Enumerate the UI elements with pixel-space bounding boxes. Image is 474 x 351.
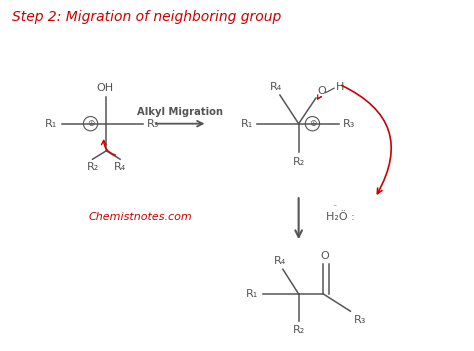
Text: R₂: R₂ xyxy=(292,325,305,335)
Text: ¨: ¨ xyxy=(332,205,337,214)
Text: Step 2: Migration of neighboring group: Step 2: Migration of neighboring group xyxy=(12,10,281,24)
Text: Chemistnotes.com: Chemistnotes.com xyxy=(89,212,193,223)
Text: R₁: R₁ xyxy=(240,119,253,129)
Text: Alkyl Migration: Alkyl Migration xyxy=(137,107,223,117)
Text: ⊕: ⊕ xyxy=(309,119,316,128)
Text: ⊕: ⊕ xyxy=(87,119,94,128)
Text: R₃: R₃ xyxy=(354,314,366,325)
Text: R₄: R₄ xyxy=(274,256,286,266)
FancyArrowPatch shape xyxy=(342,85,391,194)
Text: H: H xyxy=(336,82,345,92)
Text: R₃: R₃ xyxy=(147,119,159,129)
Text: R₄: R₄ xyxy=(270,81,283,92)
Text: R₃: R₃ xyxy=(343,119,356,129)
Text: OH: OH xyxy=(97,82,114,93)
Text: R₂: R₂ xyxy=(292,157,305,167)
Text: O: O xyxy=(318,86,326,96)
Text: R₄: R₄ xyxy=(114,162,126,172)
Text: O: O xyxy=(320,251,328,261)
Text: R₁: R₁ xyxy=(45,119,57,129)
Text: H₂Ö :: H₂Ö : xyxy=(326,212,355,223)
Text: R₁: R₁ xyxy=(246,289,258,299)
Text: R₂: R₂ xyxy=(86,162,99,172)
